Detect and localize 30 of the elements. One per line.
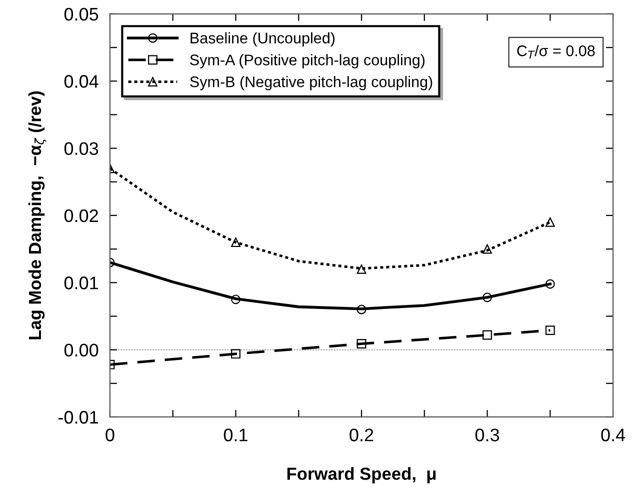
y-tick-label: 0.00 (64, 344, 98, 357)
point (356, 304, 366, 314)
point (482, 330, 492, 340)
x-tick-label: 0 (106, 428, 114, 442)
y-axis-title: Lag Mode Damping, −α$_{ζ}$ (/rev) (28, 91, 46, 340)
point (545, 279, 555, 289)
point (231, 294, 240, 304)
y-tick-label: 0.03 (64, 142, 98, 155)
point (356, 339, 366, 348)
annotation: C$_{T}$/σ = 0.08 (517, 45, 595, 59)
x-tick-label: 0.1 (224, 428, 248, 442)
y-tick-label: 0.01 (64, 276, 98, 290)
x-tick-label: 0.4 (601, 428, 626, 442)
point (482, 244, 492, 254)
x-tick-label: 0.2 (350, 428, 374, 442)
y-tick-label: -0.01 (58, 410, 98, 424)
y-tick-label: 0.04 (64, 75, 98, 88)
legend-label: Baseline (Uncoupled) (190, 32, 335, 46)
point (545, 326, 555, 336)
x-tick-label: 0.3 (475, 428, 500, 442)
legend-label: Sym-A (Positive pitch-lag coupling) (190, 54, 425, 68)
legend-label: Sym-B (Negative pitch-lag coupling) (190, 76, 432, 90)
y-tick-label: 0.05 (64, 8, 98, 21)
point (482, 292, 492, 302)
point (231, 349, 240, 359)
point (545, 217, 555, 227)
y-tick-label: 0.02 (64, 209, 98, 222)
x-axis-title: Forward Speed, μ (287, 467, 436, 484)
point (231, 238, 240, 248)
point (356, 264, 366, 274)
